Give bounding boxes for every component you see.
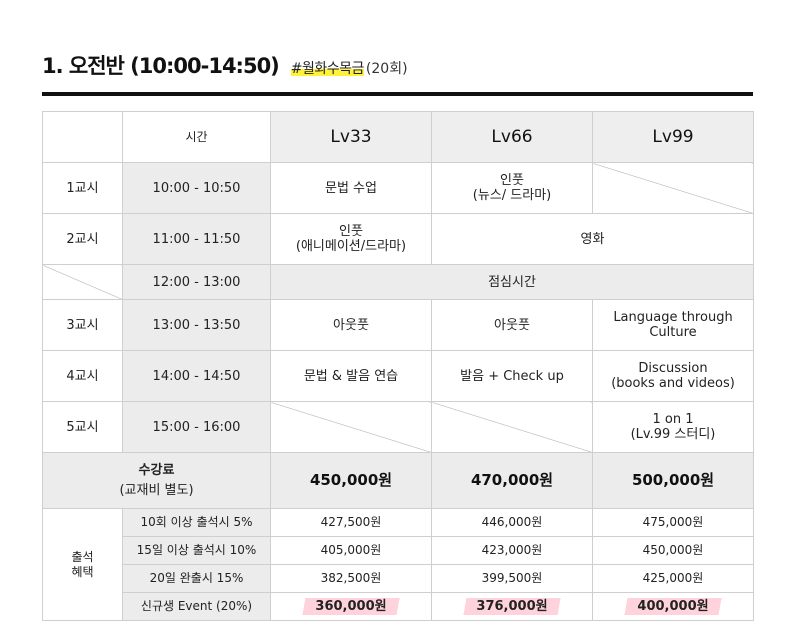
- lv33-cell: 아웃풋: [270, 299, 432, 351]
- table-row: 12:00 - 13:00 점심시간: [42, 264, 754, 300]
- header-empty-cell: [42, 111, 123, 163]
- discount-price: 382,500원: [270, 564, 432, 593]
- empty-diagonal-cell: [431, 401, 593, 453]
- schedule-table: 시간 Lv33 Lv66 Lv99 1교시 10:00 - 10:50 문법 수…: [42, 111, 754, 621]
- fee-sublabel: (교재비 별도): [119, 482, 194, 498]
- table-row: 3교시 13:00 - 13:50 아웃풋 아웃풋 Language throu…: [42, 299, 754, 351]
- lv99-cell: 1 on 1 (Lv.99 스터디): [592, 401, 754, 453]
- benefit-label-cell: 출석 혜택: [42, 508, 123, 621]
- period-label: 3교시: [42, 299, 123, 351]
- header-time: 시간: [122, 111, 271, 163]
- discount-price: 475,000원: [592, 508, 754, 537]
- time-cell: 10:00 - 10:50: [122, 162, 271, 214]
- lv33-cell: 문법 수업: [270, 162, 432, 214]
- cell-line: (애니메이션/드라마): [295, 239, 407, 254]
- period-label: 2교시: [42, 213, 123, 265]
- discount-label: 20일 완출시 15%: [122, 564, 271, 593]
- cell-line: (books and videos): [611, 376, 735, 391]
- event-price: 376,000원: [460, 598, 564, 615]
- lv99-cell: Language through Culture: [592, 299, 754, 351]
- period-label: 4교시: [42, 350, 123, 402]
- discount-price: 427,500원: [270, 508, 432, 537]
- discount-label: 10회 이상 출석시 5%: [122, 508, 271, 537]
- table-row: 5교시 15:00 - 16:00 1 on 1 (Lv.99 스터디): [42, 401, 754, 453]
- fee-label-cell: 수강료 (교재비 별도): [42, 452, 271, 509]
- section-title: 1. 오전반 (10:00-14:50): [42, 54, 280, 78]
- lv66-cell: 아웃풋: [431, 299, 593, 351]
- period-label: 1교시: [42, 162, 123, 214]
- heading-divider: [42, 92, 753, 96]
- lv99-cell: Discussion (books and videos): [592, 350, 754, 402]
- lv33-cell: 인풋 (애니메이션/드라마): [270, 213, 432, 265]
- discount-price: 399,500원: [431, 564, 593, 593]
- event-price-cell: 400,000원: [592, 592, 754, 621]
- cell-line: 인풋: [339, 224, 363, 239]
- event-row: 신규생 Event (20%) 360,000원 376,000원 400,00…: [43, 592, 754, 621]
- event-label: 신규생 Event (20%): [122, 592, 271, 621]
- discount-row: 15일 이상 출석시 10% 405,000원 423,000원 450,000…: [43, 536, 754, 565]
- fee-price-lv99: 500,000원: [592, 452, 754, 509]
- empty-diagonal-cell: [270, 401, 432, 453]
- benefit-label-line: 출석: [71, 549, 94, 564]
- section-heading: 1. 오전반 (10:00-14:50) #월화수목금 (20회): [42, 50, 753, 90]
- header-lv66: Lv66: [431, 111, 593, 163]
- header-lv99: Lv99: [592, 111, 754, 163]
- fee-row: 수강료 (교재비 별도) 450,000원 470,000원 500,000원: [42, 452, 754, 509]
- discount-label: 15일 이상 출석시 10%: [122, 536, 271, 565]
- cell-line: Language through: [613, 310, 733, 325]
- lv66-cell: 발음 + Check up: [431, 350, 593, 402]
- time-cell: 14:00 - 14:50: [122, 350, 271, 402]
- lv66-cell: 인풋 (뉴스/ 드라마): [431, 162, 593, 214]
- discount-price: 446,000원: [431, 508, 593, 537]
- discount-price: 405,000원: [270, 536, 432, 565]
- time-cell: 11:00 - 11:50: [122, 213, 271, 265]
- discount-price: 425,000원: [592, 564, 754, 593]
- empty-diagonal-cell: [42, 264, 123, 300]
- event-price: 400,000원: [621, 598, 725, 615]
- time-cell: 15:00 - 16:00: [122, 401, 271, 453]
- cell-line: Discussion: [638, 361, 708, 376]
- header-lv33: Lv33: [270, 111, 432, 163]
- fee-label: 수강료: [138, 462, 175, 478]
- benefit-label-line: 혜택: [71, 564, 94, 579]
- time-cell: 13:00 - 13:50: [122, 299, 271, 351]
- table-row: 1교시 10:00 - 10:50 문법 수업 인풋 (뉴스/ 드라마): [42, 162, 754, 214]
- session-count: (20회): [365, 61, 408, 77]
- cell-line: 1 on 1: [652, 412, 694, 427]
- table-header-row: 시간 Lv33 Lv66 Lv99: [42, 111, 754, 163]
- discount-price: 450,000원: [592, 536, 754, 565]
- event-price-cell: 376,000원: [431, 592, 593, 621]
- lv33-cell: 문법 & 발음 연습: [270, 350, 432, 402]
- empty-diagonal-cell: [592, 162, 754, 214]
- discount-price: 423,000원: [431, 536, 593, 565]
- lv66-lv99-cell: 영화: [431, 213, 754, 265]
- fee-price-lv66: 470,000원: [431, 452, 593, 509]
- time-cell: 12:00 - 13:00: [122, 264, 271, 300]
- event-price: 360,000원: [299, 598, 403, 615]
- cell-line: (Lv.99 스터디): [630, 427, 716, 442]
- cell-line: 인풋: [500, 173, 524, 188]
- event-price-cell: 360,000원: [270, 592, 432, 621]
- table-row: 4교시 14:00 - 14:50 문법 & 발음 연습 발음 + Check …: [42, 350, 754, 402]
- discount-row: 출석 혜택 10회 이상 출석시 5% 427,500원 446,000원 47…: [42, 508, 754, 621]
- lunch-cell: 점심시간: [270, 264, 754, 300]
- period-label: 5교시: [42, 401, 123, 453]
- cell-line: (뉴스/ 드라마): [472, 188, 552, 203]
- fee-price-lv33: 450,000원: [270, 452, 432, 509]
- table-row: 2교시 11:00 - 11:50 인풋 (애니메이션/드라마) 영화: [42, 213, 754, 265]
- discount-row: 20일 완출시 15% 382,500원 399,500원 425,000원: [43, 564, 754, 593]
- schedule-tag: #월화수목금: [290, 58, 364, 78]
- cell-line: Culture: [649, 325, 697, 340]
